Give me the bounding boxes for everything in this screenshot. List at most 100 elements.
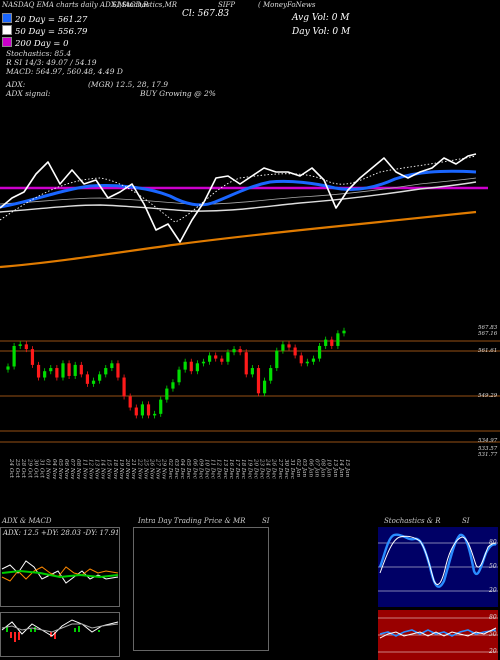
candle-body [165, 388, 169, 400]
date-tick-label: 03 Jan [301, 459, 307, 477]
date-tick-label: 15 Nov [106, 459, 112, 480]
date-tick-label: 30 Oct [32, 459, 38, 479]
candle-body [208, 355, 212, 362]
header-line: NASDAQ EMA charts daily ADX,MACD,R [2, 1, 148, 9]
date-tick-label: 31 Dec [289, 459, 295, 480]
legend-swatch [2, 13, 12, 23]
stochastics-panel [378, 527, 498, 607]
date-tick-label: 06 Dec [191, 459, 197, 480]
legend-ema200: 200 Day = 0 [2, 37, 69, 49]
stoch-tick: 80 [489, 539, 497, 546]
adx-line [1, 569, 119, 579]
ema-chart [0, 153, 488, 269]
candle-body [134, 407, 138, 416]
date-tick-label: 14 Jan [338, 459, 344, 477]
price-label: 531.77 [478, 452, 498, 458]
date-tick-label: 06 Jan [307, 459, 313, 477]
avg-volume: Avg Vol: 0 M [292, 13, 350, 23]
candle-body [159, 399, 163, 414]
rsi-tick: 80 [489, 614, 497, 621]
date-tick-label: 26 Dec [271, 458, 277, 480]
legend-swatch [2, 37, 12, 47]
intraday-panel-suffix: SI [262, 517, 270, 525]
date-tick-label: 08 Jan [320, 459, 326, 477]
candle-body [256, 368, 261, 394]
date-tick-label: 22 Nov [136, 458, 142, 480]
candle-body [336, 333, 340, 346]
macd-panel [0, 612, 120, 657]
candle-body [85, 374, 90, 384]
date-tick-label: 05 Dec [185, 459, 191, 480]
day-volume: Day Vol: 0 M [292, 27, 351, 37]
legend-swatch [2, 25, 12, 35]
candle-body [262, 380, 267, 394]
date-tick-label: 20 Dec [252, 458, 258, 480]
date-tick-label: 17 Dec [234, 459, 240, 480]
date-tick-label: 28 Oct [20, 458, 26, 479]
date-tick-label: 20 Nov [124, 458, 130, 480]
date-tick-label: 07 Nov [69, 459, 75, 480]
candle-body [36, 364, 41, 378]
rsi-value: R SI 14/3: 49.07 / 54.19 [6, 58, 97, 67]
signal-dotted-line [0, 155, 477, 223]
candle-body [122, 377, 126, 397]
stoch-tick: 50 [489, 563, 497, 570]
price-label: 567.83 [478, 325, 498, 331]
candle-body [171, 382, 175, 389]
candle-body [30, 349, 35, 365]
date-tick-label: 16 Dec [228, 459, 234, 480]
candle-body [116, 363, 120, 378]
candlestick-chart [0, 327, 500, 443]
mrsi-line [379, 627, 497, 639]
date-tick-label: 02 Dec [167, 459, 173, 480]
candle-body [324, 339, 328, 346]
candle-body [195, 363, 199, 372]
ema50-band-upper [0, 177, 477, 205]
macd-bar [98, 630, 100, 632]
date-tick-label: 26 Nov [149, 458, 155, 480]
candle-body [330, 339, 334, 346]
date-tick-label: 02 Jan [295, 459, 301, 477]
candle-body [201, 361, 206, 364]
ema200-line [0, 210, 477, 269]
candle-body [238, 349, 242, 353]
date-tick-label: 12 Dec [216, 459, 222, 480]
candle-body [110, 363, 114, 369]
date-tick-label: 04 Nov [51, 459, 57, 480]
candle-body [183, 361, 187, 370]
macd-signal-line [1, 623, 119, 633]
stoch-tick: 20 [489, 587, 497, 594]
date-tick-label: 18 Dec [240, 459, 246, 480]
date-tick-label: 08 Nov [75, 459, 81, 480]
macd-bar [34, 627, 36, 632]
macd-bar [74, 628, 76, 632]
rsi-tick: 50 [489, 631, 497, 638]
candle-body [305, 361, 309, 364]
date-tick-label: 10 Jan [326, 459, 332, 477]
rsi-line [379, 629, 497, 637]
date-tick-label: 30 Dec [283, 459, 289, 480]
candle-body [140, 404, 144, 416]
candle-body [189, 361, 193, 372]
rsi-panel [378, 610, 498, 660]
adx-panel-title: ADX & MACD [2, 517, 52, 525]
adx-minus-line [1, 566, 119, 582]
intraday-panel-border [133, 527, 269, 651]
adx-signal-label: ADX signal: [6, 89, 51, 98]
date-tick-label: 25 Nov [142, 458, 148, 480]
adx-signal-text: BUY Growing @ 2% [140, 89, 216, 98]
candle-body [269, 368, 273, 381]
date-tick-label: 23 Dec [258, 458, 264, 480]
header-source: ( MoneyFoNews [258, 1, 316, 9]
price-label: 534.97 [478, 438, 498, 444]
adx-value: (MGR) 12.5, 28, 17.9 [88, 80, 169, 89]
macd-histogram [6, 626, 100, 642]
candle-body [293, 347, 297, 356]
macd-line [1, 619, 119, 637]
date-tick-label: 01 Nov [45, 459, 51, 480]
candle-body [146, 404, 151, 416]
header-title: NASDAQ EMA charts daily ADX,MACD,R [2, 1, 149, 9]
adx-panel [0, 527, 120, 607]
candle-body [55, 368, 59, 378]
date-tick-label: 07 Jan [313, 459, 319, 477]
